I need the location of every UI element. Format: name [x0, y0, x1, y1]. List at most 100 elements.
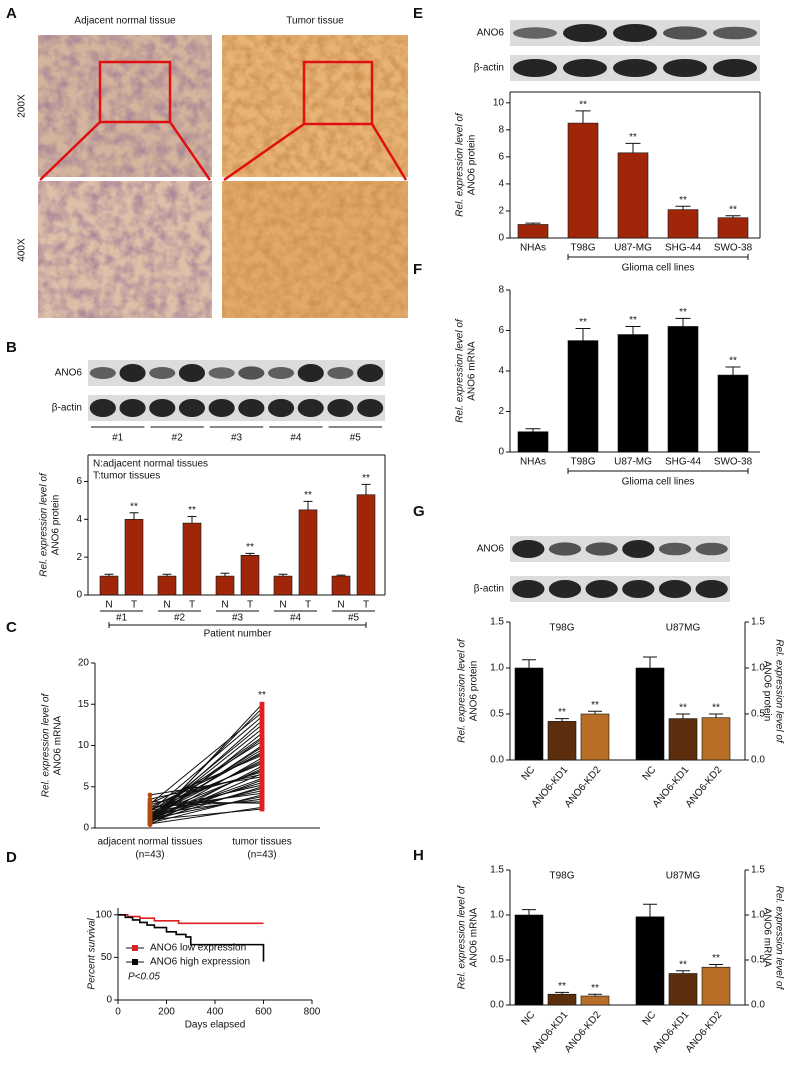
lane-label: #3 — [231, 433, 243, 444]
point — [259, 710, 265, 715]
error-bar — [555, 718, 569, 722]
legend-marker — [132, 945, 138, 951]
y-tick-label: 8 — [498, 124, 504, 135]
bar — [157, 575, 177, 596]
bar — [356, 494, 376, 596]
error-bar — [575, 327, 591, 341]
blot-band — [663, 59, 707, 77]
y-tick-label: 8 — [498, 285, 504, 296]
significance: ** — [629, 315, 637, 326]
point — [259, 701, 265, 707]
bar — [717, 374, 749, 453]
point — [259, 753, 265, 758]
error-bar — [675, 205, 691, 210]
point — [259, 730, 265, 736]
bar — [668, 718, 698, 761]
group-label: U87MG — [666, 623, 701, 634]
bar — [667, 209, 699, 239]
axis-title: ANO6 protein — [51, 495, 62, 556]
panel-label: D — [6, 849, 17, 866]
x-tick-label: NC — [641, 765, 659, 783]
error-bar — [725, 215, 741, 218]
point — [259, 722, 265, 728]
blot-band — [327, 399, 354, 417]
bar — [240, 554, 260, 596]
group-label: #3 — [232, 613, 244, 624]
legend-label: ANO6 high expression — [150, 957, 250, 968]
bar — [617, 334, 649, 453]
survival-curve — [118, 914, 264, 925]
point — [259, 788, 265, 794]
pair-line — [149, 801, 263, 808]
bar — [182, 522, 202, 596]
blot-band — [267, 399, 295, 417]
pair-line — [149, 796, 263, 820]
point — [259, 738, 265, 744]
x-tick-label: N — [221, 600, 228, 611]
bar — [547, 721, 577, 761]
blot-band — [357, 364, 384, 382]
bar — [298, 509, 318, 596]
blot-band — [585, 542, 618, 556]
error-bar — [675, 317, 691, 327]
legend-marker — [132, 959, 138, 965]
blot-band — [89, 399, 116, 417]
y-tick-label: 1.0 — [490, 910, 504, 921]
legend-note: T:tumor tissues — [93, 471, 160, 482]
y-tick-label: 10 — [493, 97, 505, 108]
x-tick-label: N — [163, 600, 170, 611]
significance: ** — [679, 307, 687, 318]
error-bar — [162, 573, 172, 577]
point — [259, 780, 265, 786]
error-bar — [625, 142, 641, 153]
x-tick-label: N — [105, 600, 112, 611]
histology-images — [38, 35, 408, 318]
blot-band — [297, 399, 324, 417]
group-label: T98G — [549, 623, 574, 634]
axis-title: Rel. expression level of — [773, 639, 784, 744]
x-tick-label: SWO-38 — [714, 457, 753, 468]
x-tick-label: NC — [520, 765, 538, 783]
significance: ** — [558, 707, 566, 718]
axis-title: ANO6 protein — [467, 135, 478, 196]
significance: ** — [591, 700, 599, 711]
lane-label: #1 — [112, 433, 124, 444]
point — [147, 819, 153, 825]
group-label: Glioma cell lines — [622, 477, 695, 488]
zoom-line — [39, 121, 101, 181]
x-tick-label: SHG-44 — [665, 243, 702, 254]
significance: ** — [712, 703, 720, 714]
error-bar — [588, 710, 602, 714]
point — [147, 809, 153, 814]
error-bar — [361, 483, 371, 495]
row-label: 400X — [17, 238, 28, 262]
significance: ** — [579, 100, 587, 111]
bar — [635, 667, 665, 761]
panel-label: F — [413, 261, 422, 278]
point — [259, 705, 265, 711]
blot-label: β-actin — [474, 584, 504, 595]
y2-tick-label: 1.0 — [751, 910, 765, 921]
x-tick-label: NC — [641, 1010, 659, 1028]
bar — [567, 122, 599, 239]
axis-title: Rel. expression level of — [455, 318, 466, 423]
blot-band — [267, 367, 295, 379]
error-bar — [522, 659, 536, 668]
panel-label: C — [6, 619, 17, 636]
blot-band — [238, 366, 265, 380]
point — [259, 786, 265, 791]
group-label: Glioma cell lines — [622, 263, 695, 274]
pair-line — [149, 782, 263, 817]
y2-tick-label: 1.5 — [751, 617, 765, 628]
bar — [580, 713, 610, 761]
panel-label: E — [413, 5, 423, 22]
error-bar — [522, 909, 536, 915]
axis-title: ANO6 mRNA — [469, 907, 480, 967]
error-bar — [555, 991, 569, 995]
bar — [215, 575, 235, 596]
panel-label: H — [413, 847, 424, 864]
image-texture — [38, 181, 212, 318]
y-tick-label: 0.5 — [490, 709, 504, 720]
error-bar — [588, 993, 602, 996]
significance: ** — [188, 505, 196, 516]
